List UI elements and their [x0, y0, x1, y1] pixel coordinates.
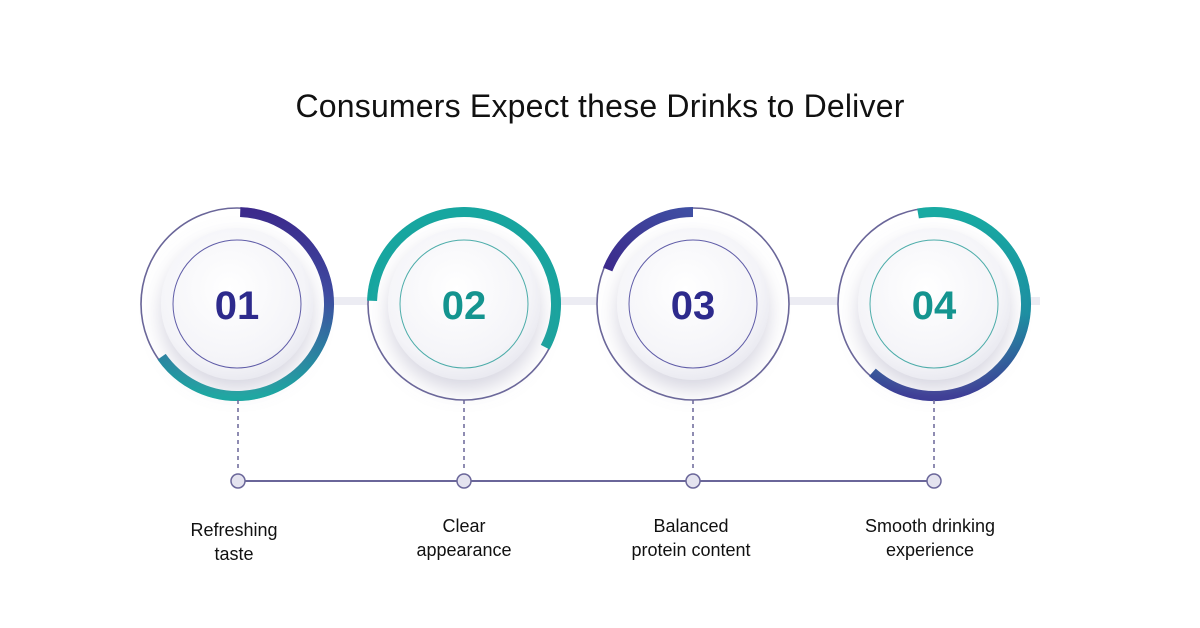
step-3-timeline-dot — [685, 473, 701, 489]
step-2-number: 02 — [442, 284, 487, 328]
step-4-label-line-1: Smooth drinking — [864, 516, 996, 536]
step-2-label-line-2: appearance — [416, 540, 512, 560]
step-4-number: 04 — [912, 284, 957, 328]
background-band — [140, 297, 1040, 305]
step-1-timeline-dot — [230, 473, 246, 489]
step-4-label-line-2: experience — [885, 540, 975, 560]
step-3-disc — [617, 228, 769, 380]
step-2-timeline-dot — [456, 473, 472, 489]
step-1-label: Refreshing taste — [124, 518, 344, 566]
step-4-inner-ring — [869, 239, 999, 369]
step-2-disc — [388, 228, 540, 380]
step-1-label-line-2: taste — [214, 544, 254, 564]
step-3-number: 03 — [671, 284, 716, 328]
step-3-label: Balanced protein content — [581, 514, 801, 562]
step-1-number: 01 — [215, 284, 260, 328]
step-1-disc — [161, 228, 313, 380]
step-3: 03 — [596, 207, 790, 472]
diagram-title: Consumers Expect these Drinks to Deliver — [295, 88, 905, 124]
step-4-label: Smooth drinking experience — [820, 514, 1040, 562]
step-3-progress-arc — [603, 207, 694, 272]
step-3-label-line-1: Balanced — [653, 516, 729, 536]
step-4-progress-arc — [869, 207, 1031, 401]
step-3-inner-ring — [628, 239, 758, 369]
step-2-inner-ring — [399, 239, 529, 369]
step-4-timeline-dot — [926, 473, 942, 489]
step-2: 02 — [367, 206, 561, 472]
step-3-label-line-2: protein content — [631, 540, 751, 560]
step-4-disc — [858, 228, 1010, 380]
step-1-progress-arc — [157, 207, 334, 401]
step-2-progress-arc — [367, 206, 561, 350]
step-2-label-line-1: Clear — [442, 516, 486, 536]
step-1-inner-ring — [172, 239, 302, 369]
step-1: 01 — [140, 207, 334, 472]
step-4: 04 — [837, 207, 1031, 472]
step-2-label: Clear appearance — [354, 514, 574, 562]
step-1-label-line-1: Refreshing — [190, 520, 278, 540]
